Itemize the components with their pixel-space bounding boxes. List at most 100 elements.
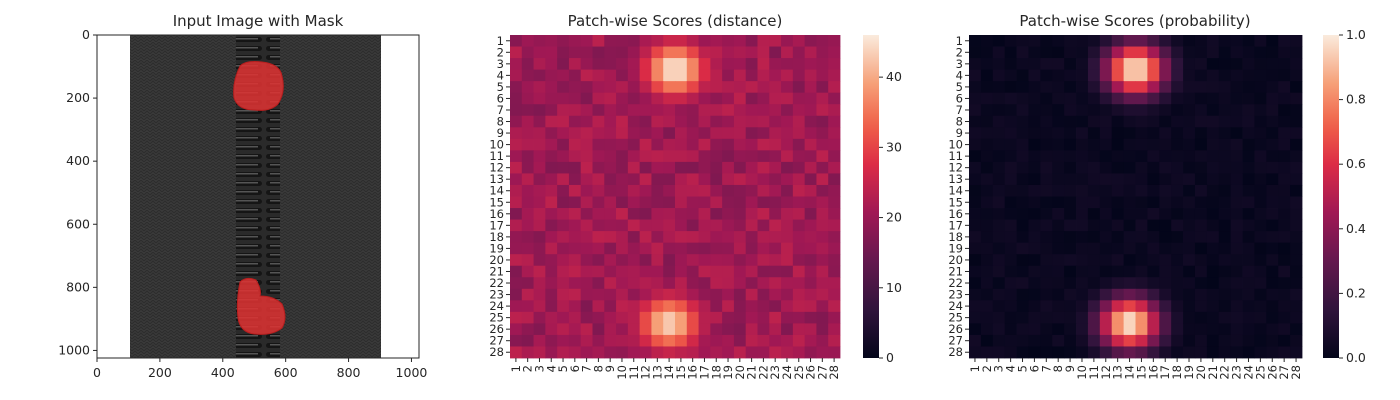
heatmap-cell (1194, 81, 1208, 94)
heatmap-cell (698, 58, 711, 71)
heatmap-cell (1171, 208, 1184, 220)
y-tick-label: 17 (948, 218, 963, 232)
heatmap-cell (616, 150, 629, 163)
heatmap-cell (604, 311, 617, 324)
heatmap-cell (663, 323, 676, 336)
heatmap-cell (1230, 311, 1243, 324)
heatmap-cell (733, 58, 747, 71)
heatmap-cell (969, 81, 982, 94)
heatmap-cell (1218, 184, 1232, 197)
heatmap-cell (1099, 231, 1113, 244)
heatmap-cell (1076, 346, 1089, 359)
heatmap-cell (1052, 81, 1065, 94)
heatmap-cell (1218, 208, 1232, 220)
heatmap-cell (698, 323, 711, 336)
distance-heatmap-ticks: 1234567891011121314151617181920212223242… (489, 34, 841, 380)
x-tick-label: 14 (662, 365, 676, 380)
distance-heatmap (510, 35, 841, 359)
heatmap-cell (568, 231, 582, 244)
heatmap-cell (521, 184, 534, 197)
heatmap-cell (1076, 219, 1089, 232)
heatmap-cell (1242, 288, 1255, 301)
heatmap-cell (757, 104, 770, 117)
heatmap-cell (604, 81, 617, 94)
heatmap-cell (1206, 115, 1220, 128)
heatmap-cell (816, 231, 829, 244)
heatmap-cell (521, 173, 534, 186)
heatmap-cell (627, 196, 641, 209)
heatmap-cell (1040, 208, 1053, 220)
heatmap-cell (686, 219, 699, 232)
heatmap-cell (710, 161, 723, 174)
heatmap-cell (1171, 69, 1184, 82)
heatmap-cell (568, 208, 582, 220)
heatmap-cell (804, 173, 817, 186)
heatmap-cell (1087, 323, 1101, 336)
heatmap-cell (1147, 161, 1160, 174)
heatmap-cell (992, 265, 1006, 278)
heatmap-cell (1111, 115, 1124, 128)
heatmap-cell (1266, 58, 1279, 71)
heatmap-cell (1171, 173, 1184, 186)
heatmap-cell (816, 81, 829, 94)
heatmap-cell (1171, 81, 1184, 94)
heatmap-cell (781, 311, 794, 324)
heatmap-cell (1016, 288, 1029, 301)
heatmap-cell (1230, 196, 1243, 209)
heatmap-cell (781, 81, 794, 94)
heatmap-cell (1040, 104, 1053, 117)
heatmap-cell (722, 300, 735, 313)
heatmap-cell (557, 92, 570, 105)
heatmap-cell (568, 219, 582, 232)
heatmap-cell (604, 69, 617, 82)
heatmap-cell (1254, 219, 1267, 232)
heatmap-cell (1278, 173, 1291, 186)
heatmap-cell (651, 58, 664, 71)
heatmap-cell (792, 265, 806, 278)
heatmap-cell (1230, 58, 1243, 71)
heatmap-cell (1230, 334, 1243, 347)
heatmap-cell (1159, 196, 1172, 209)
heatmap-cell (698, 69, 711, 82)
heatmap-cell (616, 242, 629, 255)
heatmap-cell (1004, 311, 1017, 324)
heatmap-cell (969, 231, 982, 244)
heatmap-cell (1290, 265, 1303, 278)
heatmap-cell (616, 173, 629, 186)
heatmap-cell (698, 35, 711, 47)
heatmap-cell (1028, 92, 1041, 105)
heatmap-cell (1278, 150, 1291, 163)
heatmap-cell (1147, 288, 1160, 301)
x-tick-label: 20 (1194, 365, 1208, 380)
heatmap-cell (557, 46, 570, 59)
heatmap-cell (710, 231, 723, 244)
y-tick-label: 13 (489, 172, 504, 186)
heatmap-cell (1099, 138, 1113, 151)
heatmap-cell (745, 69, 758, 82)
y-tick-label: 12 (948, 161, 963, 175)
heatmap-cell (1016, 196, 1029, 209)
heatmap-cell (710, 219, 723, 232)
heatmap-cell (769, 346, 782, 359)
heatmap-cell (592, 346, 605, 359)
heatmap-cell (1183, 346, 1196, 359)
heatmap-cell (1076, 231, 1089, 244)
heatmap-cell (781, 92, 794, 105)
heatmap-cell (1016, 242, 1029, 255)
heatmap-cell (816, 150, 829, 163)
heatmap-cell (1194, 104, 1208, 117)
heatmap-cell (521, 138, 534, 151)
heatmap-cell (1266, 138, 1279, 151)
y-tick-label: 25 (948, 311, 963, 325)
heatmap-cell (533, 219, 546, 232)
heatmap-cell (521, 196, 534, 209)
heatmap-cell (1159, 58, 1172, 71)
heatmap-cell (1171, 127, 1184, 140)
heatmap-cell (580, 334, 593, 347)
heatmap-cell (1076, 277, 1089, 290)
heatmap-cell (1218, 300, 1232, 313)
heatmap-cell (557, 81, 570, 94)
heatmap-cell (992, 173, 1006, 186)
heatmap-cell (1230, 300, 1243, 313)
heatmap-cell (510, 288, 523, 301)
